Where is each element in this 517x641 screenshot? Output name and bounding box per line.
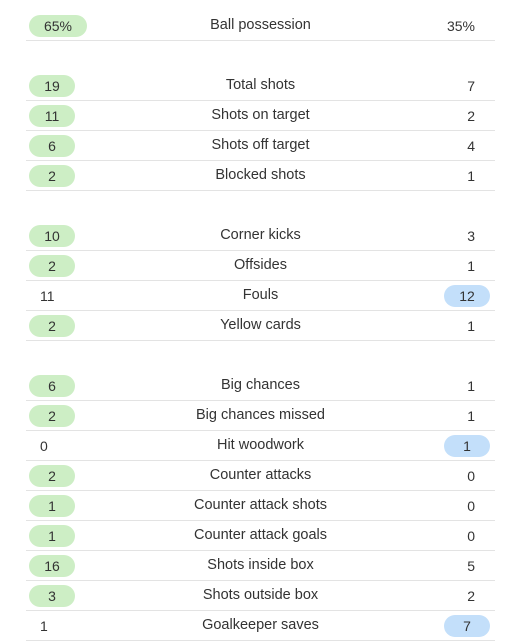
- stat-row-shots-off-target: 6 Shots off target 4: [26, 131, 495, 161]
- stat-row-ball-possession: 65% Ball possession 35%: [26, 11, 495, 41]
- stat-row-shots-inside-box: 16 Shots inside box 5: [26, 551, 495, 581]
- stat-row-counter-attack-shots: 1 Counter attack shots 0: [26, 491, 495, 521]
- stat-label: Ball possession: [210, 17, 311, 33]
- stat-label: Hit woodwork: [216, 437, 305, 453]
- stat-group-1: 65% Ball possession 35%: [26, 11, 495, 41]
- home-value: 11: [29, 105, 75, 127]
- stat-row-offsides: 2 Offsides 1: [26, 251, 495, 281]
- home-value: 1: [29, 495, 75, 517]
- stat-group-2: 19 Total shots 7 11 Shots on target 2 6 Shots o…: [26, 71, 495, 191]
- stat-row-total-shots: 19 Total shots 7: [26, 71, 495, 101]
- stat-label: Counter attack goals: [194, 527, 327, 543]
- stat-label: Shots inside box: [207, 557, 314, 573]
- away-value: 35%: [446, 18, 475, 34]
- stat-row-blocked-shots: 2 Blocked shots 1: [26, 161, 495, 191]
- stat-label: Fouls: [242, 287, 279, 303]
- stat-row-big-chances: 6 Big chances 1: [26, 371, 495, 401]
- stat-row-goalkeeper-saves: 1 Goalkeeper saves 7: [26, 611, 495, 641]
- stat-row-big-chances-missed: 2 Big chances missed 1: [26, 401, 495, 431]
- stat-label: Yellow cards: [220, 317, 301, 333]
- stat-row-fouls: 11 Fouls 12: [26, 281, 495, 311]
- stat-label: Blocked shots: [215, 167, 306, 183]
- stat-label: Shots on target: [211, 107, 310, 123]
- away-value: 1: [467, 318, 475, 334]
- home-value: 11: [40, 288, 55, 304]
- away-value: 0: [467, 528, 475, 544]
- away-value: 2: [467, 108, 475, 124]
- away-value: 3: [467, 228, 475, 244]
- away-value: 1: [467, 168, 475, 184]
- home-value: 19: [29, 75, 75, 97]
- away-value: 0: [467, 468, 475, 484]
- away-value: 7: [467, 78, 475, 94]
- home-value: 1: [40, 618, 48, 634]
- home-value: 6: [29, 375, 75, 397]
- home-value: 10: [29, 225, 75, 247]
- stat-row-hit-woodwork: 0 Hit woodwork 1: [26, 431, 495, 461]
- home-value: 2: [29, 255, 75, 277]
- stat-label: Offsides: [234, 257, 287, 273]
- stat-label: Corner kicks: [220, 227, 301, 243]
- stat-row-shots-outside-box: 3 Shots outside box 2: [26, 581, 495, 611]
- stat-label: Shots off target: [211, 137, 310, 153]
- away-value: 1: [444, 435, 490, 457]
- home-value: 6: [29, 135, 75, 157]
- home-value: 2: [29, 165, 75, 187]
- stat-row-shots-on-target: 11 Shots on target 2: [26, 101, 495, 131]
- stat-label: Big chances: [221, 377, 300, 393]
- away-value: 1: [467, 408, 475, 424]
- home-value: 16: [29, 555, 75, 577]
- away-value: 1: [467, 378, 475, 394]
- away-value: 1: [467, 258, 475, 274]
- stat-row-counter-attack-goals: 1 Counter attack goals 0: [26, 521, 495, 551]
- away-value: 2: [467, 588, 475, 604]
- stat-group-3: 10 Corner kicks 3 2 Offsides 1 11 Fouls 12 2 Yello…: [26, 221, 495, 341]
- away-value: 12: [444, 285, 490, 307]
- away-value: 4: [467, 138, 475, 154]
- stat-label: Big chances missed: [196, 407, 325, 423]
- stat-row-corner-kicks: 10 Corner kicks 3: [26, 221, 495, 251]
- away-value: 7: [444, 615, 490, 637]
- stat-group-4: 6 Big chances 1 2 Big chances missed 1 0 Hit wo…: [26, 371, 495, 641]
- stat-label: Shots outside box: [202, 587, 319, 603]
- stat-row-yellow-cards: 2 Yellow cards 1: [26, 311, 495, 341]
- away-value: 0: [467, 498, 475, 514]
- home-value: 2: [29, 465, 75, 487]
- stat-label: Goalkeeper saves: [202, 617, 319, 633]
- home-value: 65%: [29, 15, 87, 37]
- away-value: 5: [467, 558, 475, 574]
- home-value: 1: [29, 525, 75, 547]
- home-value: 0: [40, 438, 48, 454]
- home-value: 3: [29, 585, 75, 607]
- home-value: 2: [29, 405, 75, 427]
- stat-label: Total shots: [225, 77, 296, 93]
- stat-label: Counter attack shots: [194, 497, 327, 513]
- stat-row-counter-attacks: 2 Counter attacks 0: [26, 461, 495, 491]
- stat-label: Counter attacks: [209, 467, 312, 483]
- home-value: 2: [29, 315, 75, 337]
